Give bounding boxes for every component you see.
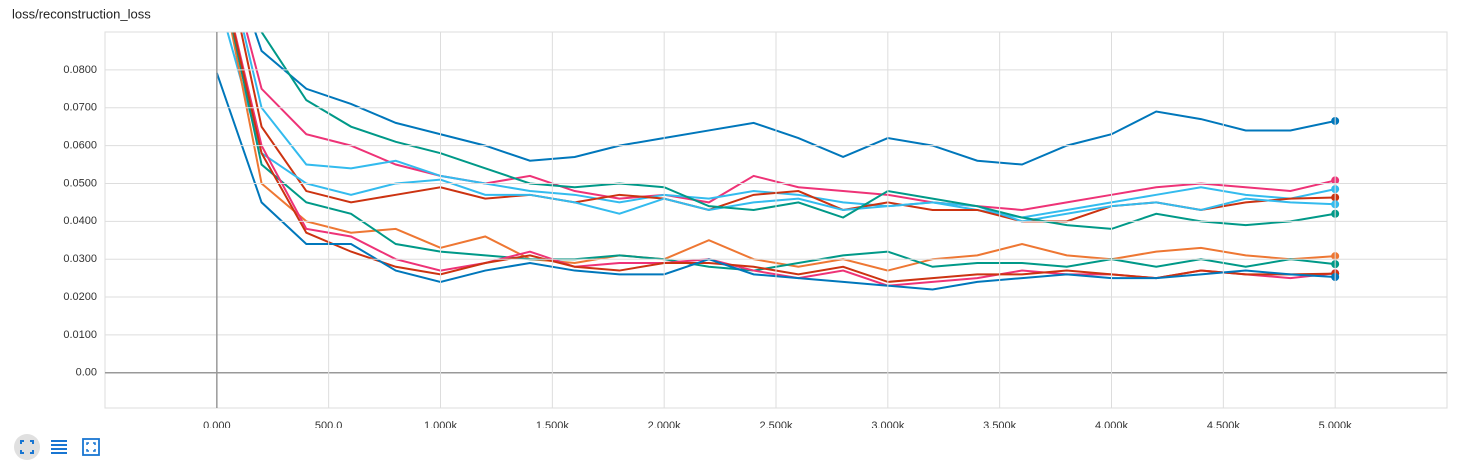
- y-tick-label: 0.0300: [63, 253, 97, 265]
- chart: loss/reconstruction_loss 0.00 0.0100 0.020…: [12, 6, 1448, 432]
- y-tick-label: 0.0600: [63, 140, 97, 152]
- y-tick-label: 0.0100: [63, 329, 97, 341]
- log-scale-button[interactable]: [46, 434, 72, 460]
- fit-icon: [82, 438, 100, 456]
- y-tick-label: 0.0200: [63, 291, 97, 303]
- x-tick-label: 4.500k: [1207, 420, 1241, 428]
- fit-domain-button[interactable]: [78, 434, 104, 460]
- y-tick-label: 0.0800: [63, 64, 97, 76]
- y-tick-label: 0.0500: [63, 177, 97, 189]
- x-tick-label: 1.000k: [424, 420, 458, 428]
- chart-title: loss/reconstruction_loss: [12, 6, 151, 21]
- x-tick-label: 0.000: [203, 420, 231, 428]
- x-tick-label: 3.500k: [983, 420, 1017, 428]
- x-tick-label: 3.000k: [871, 420, 905, 428]
- y-tick-label: 0.0400: [63, 215, 97, 227]
- expand-button[interactable]: [14, 434, 40, 460]
- x-tick-label: 4.000k: [1095, 420, 1129, 428]
- list-icon: [51, 440, 67, 454]
- y-tick-label: 0.0700: [63, 102, 97, 114]
- x-tick-label: 1.500k: [536, 420, 570, 428]
- x-tick-label: 5.000k: [1319, 420, 1353, 428]
- x-tick-label: 2.500k: [759, 420, 793, 428]
- x-tick-label: 500.0: [315, 420, 343, 428]
- expand-icon: [20, 440, 34, 454]
- plot-area: [215, 32, 1340, 291]
- x-tick-label: 2.000k: [648, 420, 682, 428]
- y-tick-label: 0.00: [76, 367, 97, 379]
